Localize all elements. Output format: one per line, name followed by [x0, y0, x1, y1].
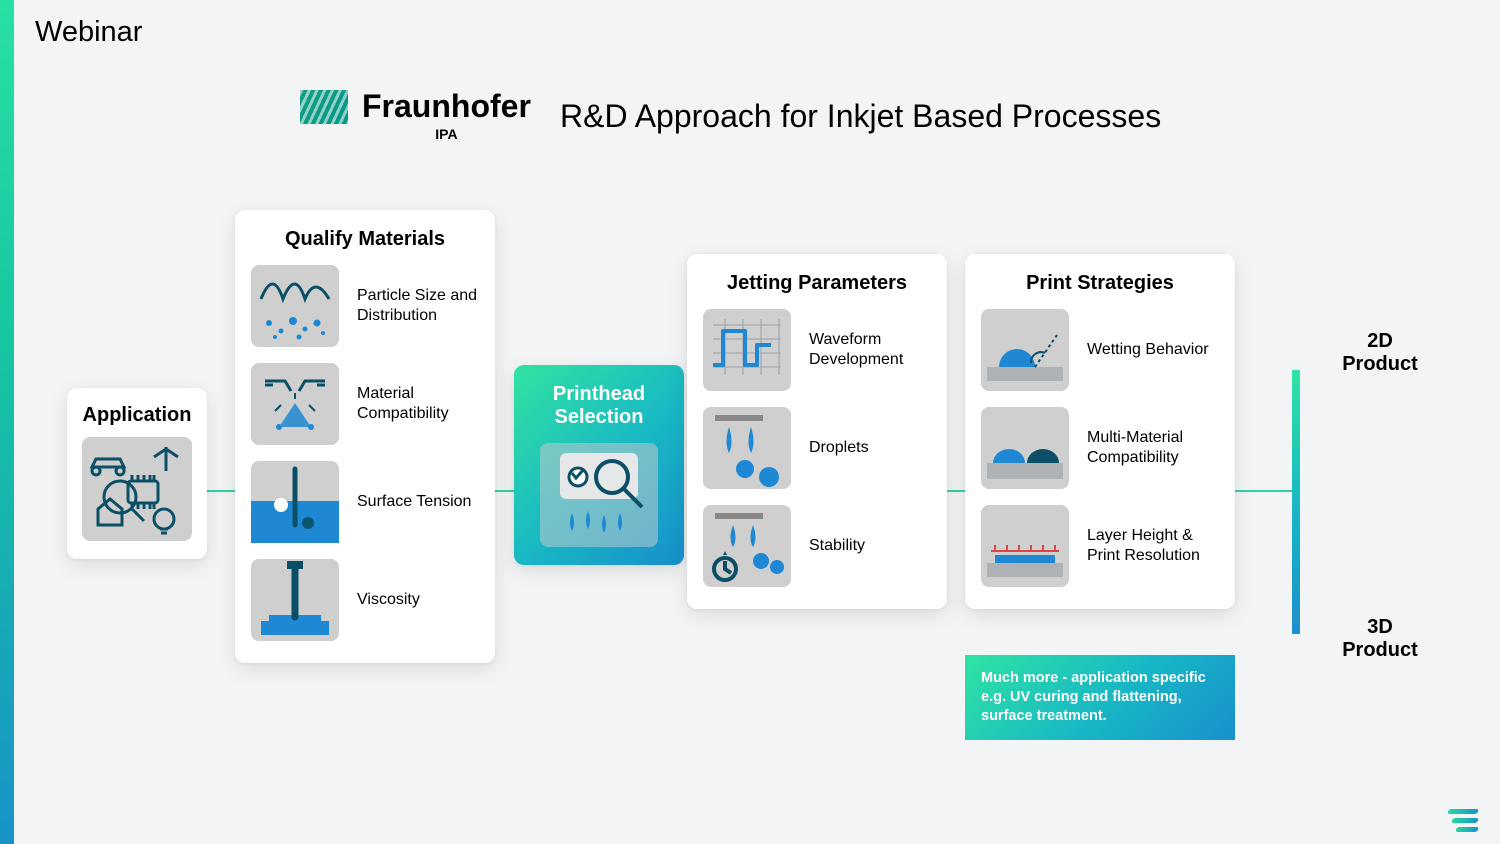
- jp-label-2: Stability: [809, 536, 865, 556]
- stability-icon: [703, 505, 791, 587]
- print-strategies-card: Print Strategies Wetting Behavior Multi-…: [965, 254, 1235, 609]
- material-compatibility-icon: [251, 363, 339, 445]
- qm-row-particle: Particle Size and Distribution: [251, 265, 479, 347]
- jetting-parameters-card: Jetting Parameters Waveform Development …: [687, 254, 947, 609]
- qualify-materials-card: Qualify Materials Particle Size and Dist…: [235, 210, 495, 663]
- printhead-title: Printhead Selection: [528, 383, 670, 429]
- brand-sub: IPA: [362, 126, 531, 142]
- st-row-layer: Layer Height & Print Resolution: [981, 505, 1219, 587]
- jp-label-1: Droplets: [809, 438, 869, 458]
- waveform-icon: [703, 309, 791, 391]
- product-2d-label: 2DProduct: [1336, 330, 1424, 376]
- jp-row-droplets: Droplets: [703, 407, 931, 489]
- qm-label-2: Surface Tension: [357, 492, 471, 512]
- printhead-icon: [540, 443, 658, 547]
- qualify-title: Qualify Materials: [251, 228, 479, 251]
- strategies-title: Print Strategies: [981, 272, 1219, 295]
- st-label-0: Wetting Behavior: [1087, 340, 1209, 360]
- jetting-title: Jetting Parameters: [703, 272, 931, 295]
- application-icon: [82, 437, 192, 541]
- application-title: Application: [79, 404, 195, 427]
- qm-label-3: Viscosity: [357, 590, 420, 610]
- product-3d-label: 3DProduct: [1336, 616, 1424, 662]
- application-card: Application: [67, 388, 207, 559]
- st-row-multi: Multi-Material Compatibility: [981, 407, 1219, 489]
- printhead-icon-box: [540, 443, 658, 547]
- particle-size-icon: [251, 265, 339, 347]
- qm-label-1: Material Compatibility: [357, 384, 479, 424]
- printhead-selection-card: Printhead Selection: [514, 365, 684, 565]
- wetting-behavior-icon: [981, 309, 1069, 391]
- qm-row-compat: Material Compatibility: [251, 363, 479, 445]
- page-title: Webinar: [35, 16, 142, 49]
- qm-label-0: Particle Size and Distribution: [357, 286, 479, 326]
- left-accent-bar: [0, 0, 14, 844]
- product-gradient-bar: [1292, 370, 1300, 634]
- droplets-icon: [703, 407, 791, 489]
- corner-logo-icon: [1448, 809, 1478, 832]
- application-icon-box: [82, 437, 192, 541]
- st-label-2: Layer Height & Print Resolution: [1087, 526, 1219, 566]
- jp-row-stability: Stability: [703, 505, 931, 587]
- st-label-1: Multi-Material Compatibility: [1087, 428, 1219, 468]
- layer-height-icon: [981, 505, 1069, 587]
- note-box: Much more - application specific e.g. UV…: [965, 655, 1235, 740]
- surface-tension-icon: [251, 461, 339, 543]
- jp-row-waveform: Waveform Development: [703, 309, 931, 391]
- connector-app-qm: [205, 490, 239, 492]
- brand-name: Fraunhofer: [362, 90, 531, 122]
- main-title: R&D Approach for Inkjet Based Processes: [560, 98, 1161, 135]
- connector-st-prod: [1233, 490, 1293, 492]
- multi-material-icon: [981, 407, 1069, 489]
- header: Fraunhofer IPA: [300, 90, 531, 142]
- viscosity-icon: [251, 559, 339, 641]
- qm-row-tension: Surface Tension: [251, 461, 479, 543]
- st-row-wetting: Wetting Behavior: [981, 309, 1219, 391]
- qm-row-viscosity: Viscosity: [251, 559, 479, 641]
- jp-label-0: Waveform Development: [809, 330, 931, 370]
- fraunhofer-logo-icon: [300, 90, 348, 124]
